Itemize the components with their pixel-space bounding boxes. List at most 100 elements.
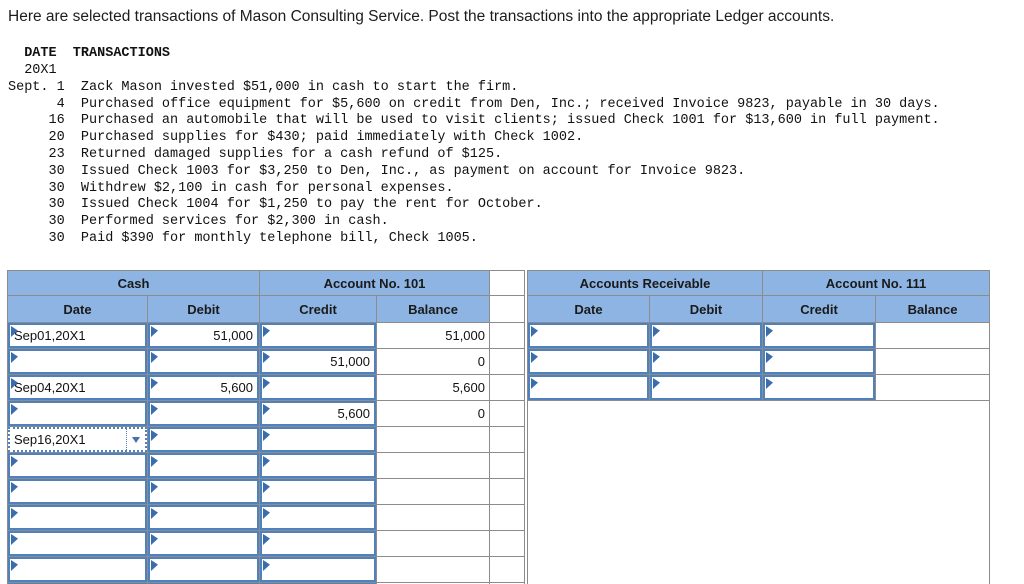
input-field[interactable] [8, 531, 147, 556]
date-input-cell[interactable] [8, 557, 147, 582]
debit-input-cell[interactable]: 51,000 [148, 323, 259, 348]
debit-input-cell[interactable] [148, 401, 259, 426]
balance-cell [377, 531, 489, 556]
debit-input-cell[interactable] [148, 531, 259, 556]
input-field[interactable]: Sep01,20X1 [8, 323, 147, 348]
input-field[interactable] [148, 479, 259, 504]
debit-input-cell[interactable] [148, 505, 259, 530]
input-field[interactable] [763, 323, 875, 348]
input-field[interactable] [148, 505, 259, 530]
balance-cell [377, 505, 489, 530]
credit-input-cell[interactable] [763, 323, 875, 348]
input-field[interactable] [260, 427, 376, 452]
credit-input-cell[interactable] [260, 453, 376, 478]
cell-flag-icon [263, 326, 270, 337]
cell-flag-icon [11, 352, 18, 363]
credit-input-cell[interactable] [260, 531, 376, 556]
input-field[interactable] [260, 453, 376, 478]
date-input-cell[interactable]: Sep04,20X1 [8, 375, 147, 400]
debit-input-cell[interactable] [650, 323, 762, 348]
input-field[interactable] [148, 453, 259, 478]
input-field[interactable] [260, 375, 376, 400]
credit-input-cell[interactable] [763, 349, 875, 374]
input-field[interactable] [148, 557, 259, 582]
dropdown-button[interactable] [126, 429, 145, 450]
input-field[interactable] [8, 505, 147, 530]
debit-input-cell[interactable] [148, 427, 259, 452]
input-field[interactable] [8, 349, 147, 374]
date-input-cell[interactable] [528, 323, 649, 348]
date-input-cell[interactable] [528, 375, 649, 400]
cell-flag-icon [263, 430, 270, 441]
debit-input-cell[interactable] [650, 375, 762, 400]
date-input-cell[interactable] [8, 479, 147, 504]
page-title: Here are selected transactions of Mason … [8, 8, 835, 25]
credit-input-cell[interactable] [260, 479, 376, 504]
input-field[interactable] [650, 349, 762, 374]
input-field[interactable] [260, 531, 376, 556]
input-field[interactable]: 51,000 [260, 349, 376, 374]
credit-input-cell[interactable] [260, 427, 376, 452]
date-input-cell[interactable] [528, 349, 649, 374]
gutter-cell [490, 349, 524, 374]
date-dropdown[interactable]: Sep16,20X1 [8, 427, 147, 452]
debit-input-cell[interactable] [148, 349, 259, 374]
input-field[interactable] [650, 375, 762, 400]
input-field[interactable] [148, 401, 259, 426]
balance-cell: 5,600 [377, 375, 489, 400]
input-field[interactable] [8, 401, 147, 426]
date-input-cell[interactable] [8, 453, 147, 478]
date-input-cell[interactable] [8, 401, 147, 426]
input-field[interactable]: 51,000 [148, 323, 259, 348]
debit-input-cell[interactable]: 5,600 [148, 375, 259, 400]
gutter-cell [490, 271, 524, 295]
input-field[interactable] [650, 323, 762, 348]
cash-ledger-table: Cash Account No. 101 Date Debit Credit Balanc… [7, 270, 525, 584]
cell-value: 5,600 [220, 380, 253, 395]
input-field[interactable] [528, 323, 649, 348]
date-input-cell[interactable] [8, 505, 147, 530]
credit-input-cell[interactable] [260, 557, 376, 582]
cell-flag-icon [653, 326, 660, 337]
input-field[interactable]: 5,600 [260, 401, 376, 426]
input-field[interactable] [763, 349, 875, 374]
credit-input-cell[interactable] [763, 375, 875, 400]
input-field[interactable] [148, 427, 259, 452]
cell-flag-icon [766, 378, 773, 389]
date-input-cell[interactable]: Sep16,20X1 [8, 427, 147, 452]
gutter-cell [490, 557, 524, 582]
input-field[interactable] [260, 557, 376, 582]
input-field[interactable] [148, 349, 259, 374]
gutter-cell [490, 505, 524, 530]
input-field[interactable] [8, 479, 147, 504]
debit-input-cell[interactable] [148, 453, 259, 478]
input-field[interactable]: Sep04,20X1 [8, 375, 147, 400]
credit-input-cell[interactable]: 5,600 [260, 401, 376, 426]
credit-input-cell[interactable]: 51,000 [260, 349, 376, 374]
cell-flag-icon [263, 352, 270, 363]
input-field[interactable] [763, 375, 875, 400]
input-field[interactable] [528, 375, 649, 400]
date-input-cell[interactable] [8, 349, 147, 374]
debit-input-cell[interactable] [650, 349, 762, 374]
gutter-cell [490, 427, 524, 452]
input-field[interactable] [260, 479, 376, 504]
transactions-heading: DATE TRANSACTIONS [8, 46, 171, 61]
date-input-cell[interactable] [8, 531, 147, 556]
input-field[interactable] [8, 557, 147, 582]
cell-value: Sep16,20X1 [14, 432, 86, 447]
cell-flag-icon [11, 482, 18, 493]
debit-input-cell[interactable] [148, 479, 259, 504]
input-field[interactable] [148, 531, 259, 556]
credit-input-cell[interactable] [260, 375, 376, 400]
input-field[interactable]: 5,600 [148, 375, 259, 400]
input-field[interactable] [8, 453, 147, 478]
cell-flag-icon [263, 534, 270, 545]
date-input-cell[interactable]: Sep01,20X1 [8, 323, 147, 348]
debit-input-cell[interactable] [148, 557, 259, 582]
input-field[interactable] [528, 349, 649, 374]
input-field[interactable] [260, 323, 376, 348]
credit-input-cell[interactable] [260, 505, 376, 530]
credit-input-cell[interactable] [260, 323, 376, 348]
input-field[interactable] [260, 505, 376, 530]
